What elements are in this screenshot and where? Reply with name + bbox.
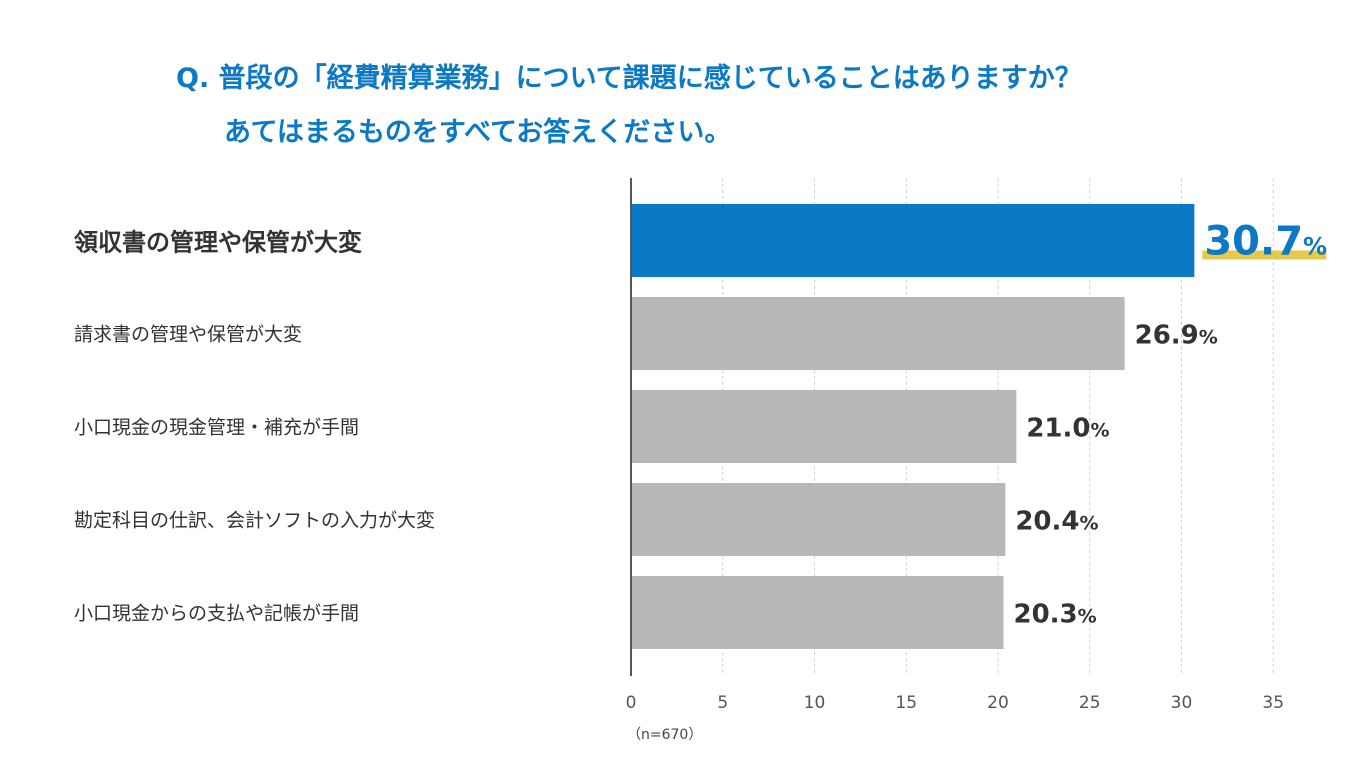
value-number: 30.7 <box>1204 219 1303 265</box>
value-unit: % <box>1078 606 1097 628</box>
x-tick-label: 20 <box>987 693 1009 713</box>
value-label: 20.3% <box>1014 600 1097 630</box>
value-unit: % <box>1199 327 1218 349</box>
bar <box>631 204 1195 277</box>
value-unit: % <box>1091 420 1110 442</box>
category-label: 勘定科目の仕訳、会計ソフトの入力が大変 <box>74 510 435 532</box>
x-tick-label: 35 <box>1262 693 1284 713</box>
value-label: 26.9% <box>1135 321 1218 351</box>
x-tick-label: 15 <box>895 693 917 713</box>
value-label: 20.4% <box>1015 507 1098 537</box>
sample-size-note: （n=670） <box>627 727 703 743</box>
value-label: 21.0% <box>1026 414 1109 444</box>
chart-title: Q. 普段の「経費精算業務」について課題に感じていることはありますか？ あてはま… <box>176 52 1276 160</box>
bar <box>631 297 1125 370</box>
value-number: 20.3 <box>1014 600 1078 630</box>
x-tick-label: 25 <box>1079 693 1101 713</box>
x-tick-label: 10 <box>804 693 826 713</box>
bars <box>631 204 1195 649</box>
category-label: 小口現金の現金管理・補充が手間 <box>74 417 359 439</box>
x-axis-ticks: 0 5 10 15 20 25 30 35 <box>626 693 1284 713</box>
category-label: 領収書の管理や保管が大変 <box>74 229 362 257</box>
highlight-underline <box>1202 250 1327 260</box>
value-number: 26.9 <box>1135 321 1199 351</box>
value-unit: % <box>1303 233 1327 261</box>
x-tick-label: 30 <box>1171 693 1193 713</box>
x-tick-label: 5 <box>717 693 728 713</box>
x-tick-label: 0 <box>626 693 637 713</box>
category-label: 請求書の管理や保管が大変 <box>74 324 302 346</box>
value-labels: 30.7%26.9%21.0%20.4%20.3% <box>1014 219 1328 630</box>
title-line-2: あてはまるものをすべてお答えください。 <box>224 117 732 148</box>
value-unit: % <box>1079 513 1098 535</box>
bar <box>631 576 1004 649</box>
value-number: 21.0 <box>1026 414 1090 444</box>
bar <box>631 390 1017 463</box>
category-labels: 領収書の管理や保管が大変請求書の管理や保管が大変小口現金の現金管理・補充が手間勘… <box>74 229 435 625</box>
value-number: 20.4 <box>1015 507 1079 537</box>
bar <box>631 483 1006 556</box>
category-label: 小口現金からの支払や記帳が手間 <box>74 603 359 625</box>
value-label: 30.7% <box>1204 219 1327 265</box>
title-line-1: Q. 普段の「経費精算業務」について課題に感じていることはありますか？ <box>176 63 1082 94</box>
